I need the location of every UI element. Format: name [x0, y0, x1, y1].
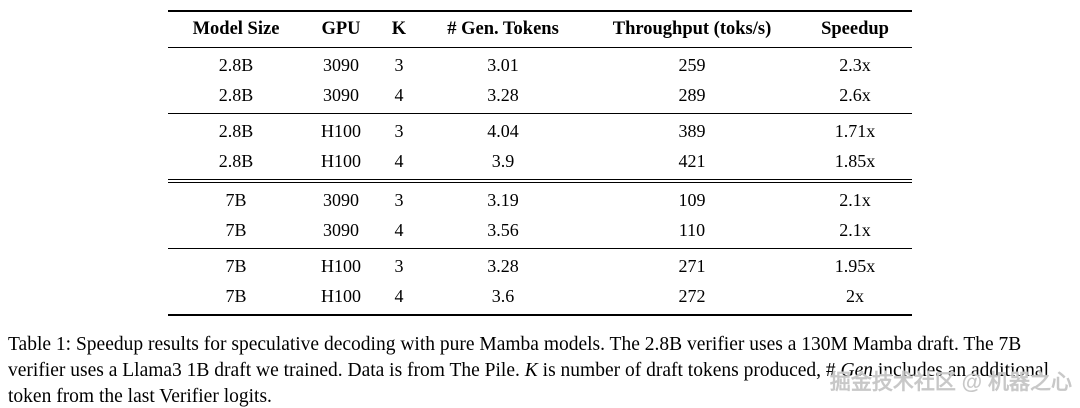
- table-row: 7B 3090 4 3.56 110 2.1x: [168, 216, 912, 249]
- speedup-results-table: Model Size GPU K # Gen. Tokens Throughpu…: [168, 10, 912, 316]
- table-row: 7B H100 3 3.28 271 1.95x: [168, 249, 912, 282]
- column-header-k: K: [391, 19, 407, 39]
- table-group-2.8b-h100: 2.8B H100 3 4.04 389 1.71x 2.8B H100 4 3…: [168, 114, 912, 182]
- cell-model-size: 7B: [225, 286, 247, 306]
- cell-gpu: 3090: [323, 85, 359, 105]
- cell-gen-tokens: 3.28: [487, 85, 519, 105]
- cell-throughput: 271: [678, 256, 706, 276]
- cell-k: 3: [394, 256, 404, 276]
- cell-gen-tokens: 3.56: [487, 220, 519, 240]
- cell-k: 3: [394, 121, 404, 141]
- cell-gpu: H100: [321, 286, 361, 306]
- caption-text-2: is number of draft tokens produced, #: [537, 360, 841, 381]
- column-header-model-size: Model Size: [192, 19, 280, 39]
- cell-k: 4: [394, 220, 404, 240]
- column-header-throughput: Throughput (toks/s): [612, 19, 772, 39]
- cell-model-size: 2.8B: [218, 85, 254, 105]
- cell-model-size: 7B: [225, 256, 247, 276]
- cell-gpu: 3090: [323, 220, 359, 240]
- table-caption: Table 1: Speedup results for speculative…: [8, 332, 1072, 408]
- caption-gen-italic: Gen: [840, 360, 874, 381]
- table-group-2.8b-3090: 2.8B 3090 3 3.01 259 2.3x 2.8B 3090 4 3.…: [168, 48, 912, 114]
- cell-gen-tokens: 3.9: [491, 151, 515, 171]
- table-row: 7B H100 4 3.6 272 2x: [168, 282, 912, 316]
- cell-k: 3: [394, 55, 404, 75]
- cell-speedup: 2.3x: [839, 55, 871, 75]
- cell-speedup: 1.71x: [834, 121, 876, 141]
- cell-gpu: 3090: [323, 55, 359, 75]
- cell-gen-tokens: 3.19: [487, 190, 519, 210]
- cell-model-size: 2.8B: [218, 151, 254, 171]
- cell-throughput: 289: [678, 85, 706, 105]
- cell-gen-tokens: 3.28: [487, 256, 519, 276]
- cell-speedup: 2.1x: [839, 220, 871, 240]
- caption-text-1: Table 1: Speedup results for speculative…: [8, 334, 1022, 381]
- caption-text-3: includes an additional token from the la…: [8, 360, 1049, 407]
- table-row: 2.8B 3090 3 3.01 259 2.3x: [168, 48, 912, 81]
- cell-k: 3: [394, 190, 404, 210]
- cell-k: 4: [394, 286, 404, 306]
- column-header-gpu: GPU: [321, 19, 361, 39]
- table-row: 2.8B H100 4 3.9 421 1.85x: [168, 147, 912, 182]
- cell-throughput: 109: [678, 190, 706, 210]
- cell-speedup: 1.85x: [834, 151, 876, 171]
- cell-throughput: 272: [678, 286, 706, 306]
- cell-model-size: 7B: [225, 220, 247, 240]
- cell-throughput: 110: [678, 220, 706, 240]
- column-header-gen-tokens: # Gen. Tokens: [447, 19, 559, 39]
- column-header-speedup: Speedup: [821, 19, 889, 39]
- caption-k-symbol: K: [524, 360, 538, 381]
- cell-k: 4: [394, 151, 404, 171]
- table-row: 7B 3090 3 3.19 109 2.1x: [168, 181, 912, 216]
- cell-speedup: 1.95x: [834, 256, 876, 276]
- cell-gpu: 3090: [323, 190, 359, 210]
- cell-speedup: 2.1x: [839, 190, 871, 210]
- cell-throughput: 389: [678, 121, 706, 141]
- table-group-7b-3090: 7B 3090 3 3.19 109 2.1x 7B 3090 4 3.56 1…: [168, 181, 912, 249]
- table-group-7b-h100: 7B H100 3 3.28 271 1.95x 7B H100 4 3.6 2…: [168, 249, 912, 316]
- table-row: 2.8B 3090 4 3.28 289 2.6x: [168, 81, 912, 114]
- cell-throughput: 421: [678, 151, 706, 171]
- cell-model-size: 7B: [225, 190, 247, 210]
- cell-throughput: 259: [678, 55, 706, 75]
- cell-model-size: 2.8B: [218, 55, 254, 75]
- cell-gpu: H100: [321, 151, 361, 171]
- cell-gen-tokens: 3.01: [487, 55, 519, 75]
- cell-model-size: 2.8B: [218, 121, 254, 141]
- table-row: 2.8B H100 3 4.04 389 1.71x: [168, 114, 912, 147]
- cell-gen-tokens: 3.6: [491, 286, 515, 306]
- table-header-row: Model Size GPU K # Gen. Tokens Throughpu…: [168, 11, 912, 48]
- cell-speedup: 2x: [846, 286, 864, 306]
- cell-speedup: 2.6x: [839, 85, 871, 105]
- table-header: Model Size GPU K # Gen. Tokens Throughpu…: [168, 11, 912, 48]
- cell-k: 4: [394, 85, 404, 105]
- cell-gen-tokens: 4.04: [487, 121, 519, 141]
- cell-gpu: H100: [321, 256, 361, 276]
- cell-gpu: H100: [321, 121, 361, 141]
